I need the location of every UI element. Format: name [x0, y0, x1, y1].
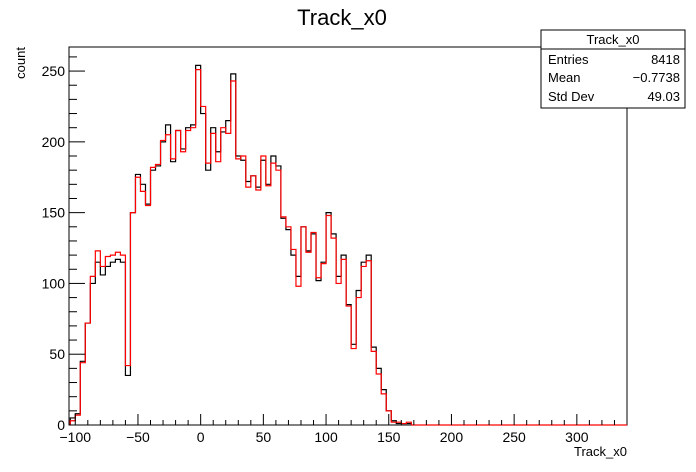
- stats-stddev-label: Std Dev: [548, 89, 595, 104]
- y-tick-label: 100: [42, 275, 66, 291]
- x-axis-title: Track_x0: [574, 444, 627, 459]
- stats-stddev-value: 49.03: [647, 89, 680, 104]
- x-tick-label: 150: [377, 429, 401, 445]
- x-axis: −100 −50 0 50 100 150 200 250 300: [59, 414, 615, 445]
- x-tick-label: 0: [197, 429, 205, 445]
- stats-entries-value: 8418: [651, 52, 680, 67]
- series-outline-red: [69, 69, 412, 425]
- stats-box: Track_x0 Entries 8418 Mean −0.7738 Std D…: [540, 29, 686, 109]
- stats-entries-label: Entries: [548, 52, 589, 67]
- plot-frame: [68, 46, 628, 426]
- stats-box-frame: [540, 29, 686, 109]
- x-tick-label: 300: [565, 429, 589, 445]
- y-axis-title: count: [13, 47, 28, 79]
- y-tick-label: 150: [42, 205, 66, 221]
- x-tick-label: 250: [502, 429, 526, 445]
- x-tick-label: 50: [256, 429, 272, 445]
- series-layer: [69, 64, 627, 426]
- y-tick-label: 0: [57, 417, 65, 433]
- y-tick-label: 200: [42, 134, 66, 150]
- y-tick-label: 250: [42, 63, 66, 79]
- series-red: [69, 69, 627, 426]
- x-tick-label: −50: [126, 429, 150, 445]
- stats-mean-label: Mean: [548, 70, 581, 85]
- y-axis: 0 50 100 150 200 250: [42, 56, 85, 433]
- x-tick-label: 100: [314, 429, 338, 445]
- y-tick-label: 50: [49, 346, 65, 362]
- chart-title: Track_x0: [297, 5, 387, 30]
- stats-box-title: Track_x0: [587, 32, 640, 47]
- x-tick-label: 200: [440, 429, 464, 445]
- x-tick-label: −100: [59, 429, 91, 445]
- stats-mean-value: −0.7738: [633, 70, 680, 85]
